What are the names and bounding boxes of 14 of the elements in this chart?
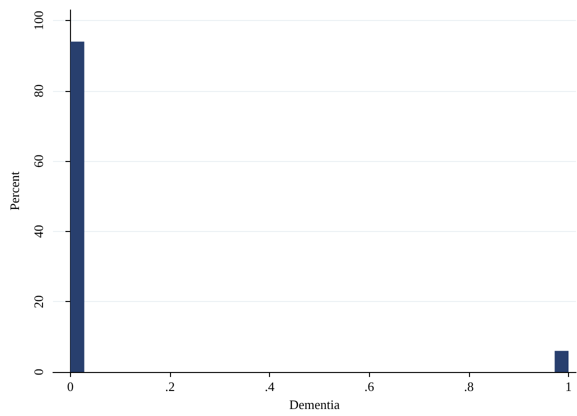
x-tick-label: 0 [67,379,74,394]
y-tick-label: 100 [31,10,46,30]
y-tick-label: 20 [31,295,46,308]
y-tick-label: 60 [31,154,46,168]
x-tick-label: 1 [565,379,572,394]
x-tick-label: .8 [464,379,474,394]
x-axis-title: Dementia [289,397,340,412]
x-tick-label: .2 [165,379,175,394]
y-tick-label: 0 [31,368,46,376]
x-tick-label: .6 [364,379,375,394]
y-tick-label: 40 [31,224,46,238]
y-axis-title: Percent [7,171,22,210]
x-tick-label: .4 [264,379,276,394]
y-tick-label: 80 [31,84,46,98]
